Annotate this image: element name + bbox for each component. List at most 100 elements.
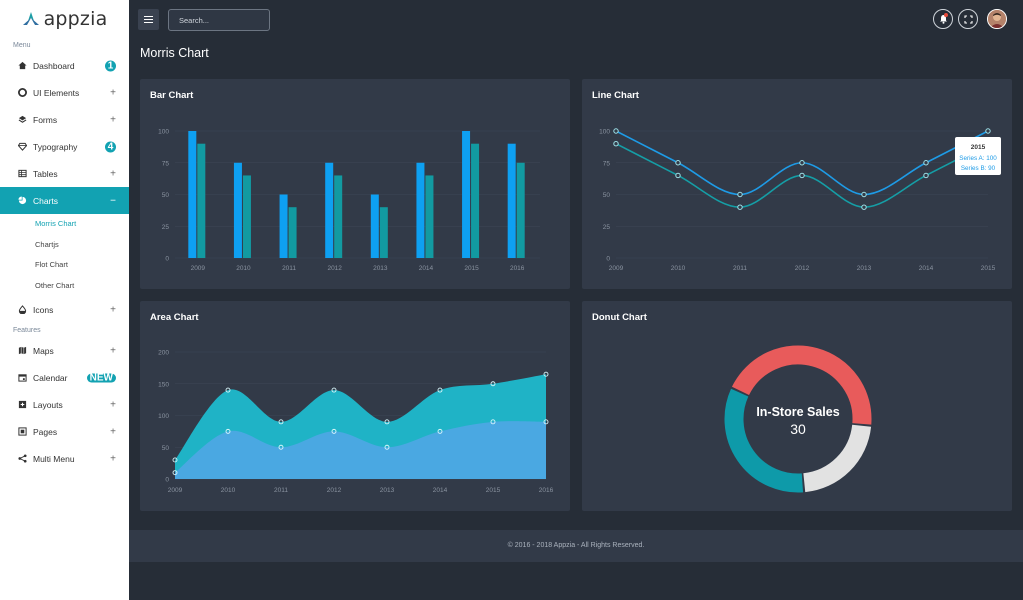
sidebar-item-charts[interactable]: Charts − <box>0 187 129 214</box>
sidebar-subitem-morris-chart[interactable]: Morris Chart <box>35 219 77 228</box>
donut-chart-card: Donut Chart In-Store Sales 30 <box>582 301 1012 511</box>
sidebar-subitem-other-chart[interactable]: Other Chart <box>35 280 75 290</box>
area-point-2013 <box>384 419 390 425</box>
sidebar-item-label: Dashboard <box>33 60 75 71</box>
area-point-2013 <box>384 444 390 450</box>
bar-2009-series-2 <box>197 143 206 258</box>
sidebar-item-typography[interactable]: Typography 4 <box>0 133 129 160</box>
area-chart: 0 50 100 150 200 2009 2010 2011 2012 2013 2014 2015… <box>158 350 554 495</box>
layout-icon <box>17 400 27 410</box>
line-x-tick-label: 2009 <box>609 265 624 272</box>
menu-toggle-button[interactable] <box>138 9 159 30</box>
menu-section-label: Menu <box>13 42 31 49</box>
area-x-tick-label: 2016 <box>539 487 554 494</box>
donut-slice-2 <box>802 424 872 493</box>
expand-toggle[interactable]: + <box>110 399 116 410</box>
area-point-2016 <box>543 371 549 377</box>
bar-2012-series-1 <box>325 162 334 258</box>
droplet-icon <box>17 305 27 315</box>
area-x-tick-label: 2009 <box>168 487 183 494</box>
sidebar-item-tables[interactable]: Tables + <box>0 160 129 187</box>
bar-2016-series-2 <box>516 162 525 258</box>
dashboard-badge: 1 <box>105 60 116 71</box>
expand-toggle[interactable]: + <box>110 87 116 98</box>
area-x-tick-label: 2012 <box>327 487 342 494</box>
expand-toggle[interactable]: + <box>110 345 116 356</box>
sidebar-item-layouts[interactable]: Layouts + <box>0 391 129 418</box>
sidebar-item-label: Icons <box>33 304 54 315</box>
bar-x-tick-label: 2016 <box>510 265 525 272</box>
sidebar-subitem-chartjs[interactable]: Chartjs <box>35 239 59 249</box>
collapse-toggle[interactable]: − <box>110 195 116 206</box>
page-title: Morris Chart <box>140 46 209 60</box>
pages-icon <box>17 427 27 437</box>
expand-toggle[interactable]: + <box>110 114 116 125</box>
area-x-tick-label: 2010 <box>221 487 236 494</box>
fullscreen-icon <box>963 14 973 24</box>
bar-x-tick-label: 2009 <box>191 265 206 272</box>
sidebar-item-dashboard[interactable]: Dashboard 1 <box>0 52 129 79</box>
line-point-2013 <box>861 204 867 210</box>
bar-2014-series-1 <box>416 162 425 258</box>
area-y-tick-label: 100 <box>158 413 169 420</box>
area-point-2012 <box>331 428 337 434</box>
line-point-2014 <box>923 172 929 179</box>
sidebar-item-maps[interactable]: Maps + <box>0 337 129 364</box>
donut-center-value: 30 <box>790 421 806 437</box>
sidebar-item-calendar[interactable]: Calendar NEW <box>0 364 129 391</box>
line-chart-card: Line Chart 0 25 50 75 100 2009 2010 2011 2012 201… <box>582 79 1012 289</box>
bar-x-tick-label: 2013 <box>373 265 388 272</box>
bar-2009-series-1 <box>188 131 197 258</box>
hamburger-icon <box>144 22 153 24</box>
hamburger-icon <box>144 15 153 17</box>
sidebar-item-label: Calendar <box>33 372 68 383</box>
area-point-2016 <box>543 419 549 425</box>
typography-badge: 4 <box>105 141 116 152</box>
expand-toggle[interactable]: + <box>110 453 116 464</box>
area-point-2015 <box>490 381 496 387</box>
table-icon <box>17 169 27 179</box>
notification-dot <box>944 13 948 17</box>
tooltip-series-b: Series B: 90 <box>961 165 996 172</box>
user-avatar[interactable] <box>987 9 1007 29</box>
search-input[interactable] <box>168 9 270 31</box>
bar-x-tick-label: 2012 <box>327 265 342 272</box>
sidebar-item-ui-elements[interactable]: UI Elements + <box>0 79 129 106</box>
sidebar-item-icons[interactable]: Icons + <box>0 296 129 323</box>
sidebar: appzia Menu Dashboard 1 UI Elements + Fo… <box>0 0 129 600</box>
donut-center-label: In-Store Sales <box>756 405 839 419</box>
tooltip-box <box>955 137 1001 175</box>
bar-2010-series-1 <box>233 162 242 258</box>
expand-toggle[interactable]: + <box>110 304 116 315</box>
bar-2012-series-2 <box>334 175 343 258</box>
sidebar-subitem-flot-chart[interactable]: Flot Chart <box>35 260 68 269</box>
expand-toggle[interactable]: + <box>110 168 116 179</box>
sidebar-item-multi-menu[interactable]: Multi Menu + <box>0 445 129 472</box>
line-point-2012 <box>799 160 805 166</box>
expand-toggle[interactable]: + <box>110 426 116 437</box>
avatar-image <box>988 10 1006 28</box>
notifications-button[interactable] <box>933 9 953 29</box>
bar-2016-series-1 <box>507 143 516 258</box>
sidebar-item-pages[interactable]: Pages + <box>0 418 129 445</box>
line-point-2009 <box>613 128 619 134</box>
bar-x-tick-label: 2015 <box>464 265 479 272</box>
sidebar-item-forms[interactable]: Forms + <box>0 106 129 133</box>
line-point-2010 <box>675 172 681 179</box>
line-point-2013 <box>861 191 867 198</box>
bar-2010-series-2 <box>242 175 251 258</box>
fullscreen-button[interactable] <box>958 9 978 29</box>
pie-chart-icon <box>17 196 27 206</box>
area-point-2012 <box>331 387 337 393</box>
bar-x-tick-label: 2014 <box>419 265 434 272</box>
topbar <box>129 0 1023 38</box>
calendar-icon <box>17 373 27 383</box>
bar-2015-series-2 <box>471 143 480 258</box>
bar-2014-series-2 <box>425 175 434 258</box>
line-x-tick-label: 2015 <box>981 265 996 272</box>
bar-chart-title: Bar Chart <box>150 90 194 101</box>
brand-logo[interactable]: appzia <box>0 0 129 38</box>
line-point-2010 <box>675 160 681 166</box>
layers-icon <box>17 115 27 125</box>
